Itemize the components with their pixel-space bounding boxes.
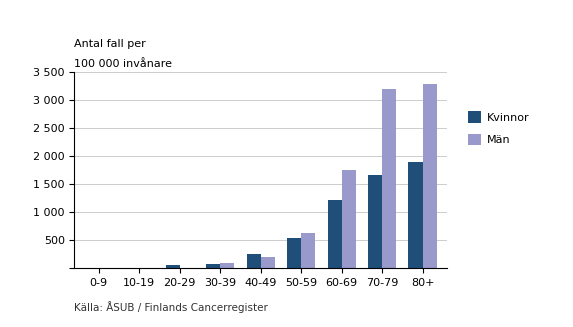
Text: Antal fall per: Antal fall per [74, 39, 146, 49]
Text: Källa: ÅSUB / Finlands Cancerregister: Källa: ÅSUB / Finlands Cancerregister [74, 301, 268, 313]
Bar [342, 170, 356, 268]
Bar [301, 233, 315, 268]
Bar [261, 257, 275, 268]
Bar [246, 253, 261, 268]
Bar [206, 264, 220, 268]
Legend: Kvinnor, Män: Kvinnor, Män [464, 107, 534, 150]
Bar [166, 265, 180, 268]
Bar [382, 89, 397, 268]
Bar [220, 263, 234, 268]
Bar [287, 238, 301, 268]
Bar [368, 175, 382, 268]
Bar [423, 84, 437, 268]
Text: 100 000 invånare: 100 000 invånare [74, 59, 172, 69]
Bar [328, 200, 342, 268]
Bar [409, 162, 423, 268]
